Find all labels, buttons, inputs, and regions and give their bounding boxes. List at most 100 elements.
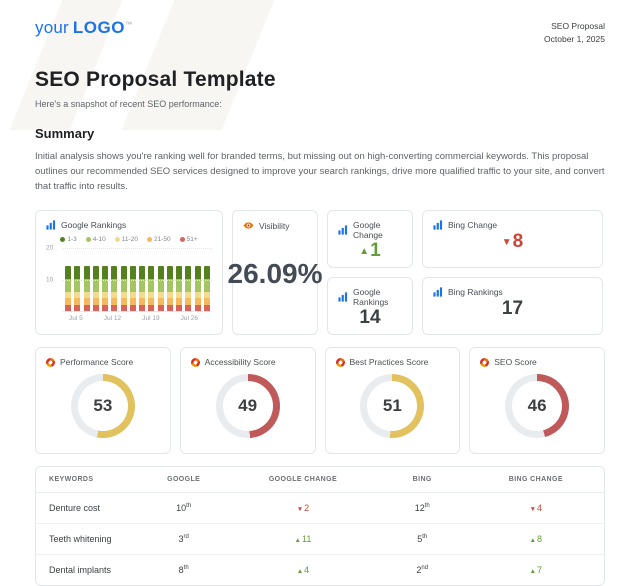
score-gauge-card: Accessibility Score 49 [179,347,316,455]
score-donut: 49 [215,373,280,438]
gauge-card-title: SEO Score [494,357,537,368]
rank-cell: 3rd [138,523,230,556]
bar-segment [129,304,136,312]
page-header: your LOGO™ SEO Proposal October 1, 2025 [35,18,605,46]
legend-item: 11-20 [114,236,138,243]
table-column-header: Keywords [36,467,139,494]
pagespeed-icon [190,357,200,367]
keywords-table: Keywords Google Google Change Bing Bing Chan… [36,467,604,585]
bing-change-header: Bing Change [433,220,592,230]
chart-legend: 1-3 4-10 11-20 21-50 51+ [46,236,212,243]
bar-segment [203,298,210,305]
bing-change-value: ▼ 8 [433,230,592,258]
rank-cell: 8th [138,555,229,586]
gridline [63,248,212,250]
bar-segment [157,298,164,305]
google-rankings-value: 14 [359,307,381,329]
change-value: ▲7 [530,565,542,575]
up-arrow-icon: ▲ [296,568,304,576]
gauge-card-title: Accessibility Score [204,357,276,368]
bar-segment [194,304,201,312]
rank-number: 12 [414,503,425,514]
bar-segment [74,266,81,280]
gauge-card-header: SEO Score [480,357,594,367]
x-axis-tick-label: Jul 19 [142,315,160,323]
bing-rankings-value: 17 [501,298,524,320]
bar-segment [102,291,109,299]
legend-item: 1-3 [60,236,77,243]
bar-segment [129,279,136,292]
stacked-bar [120,266,127,312]
bar-segment [185,279,192,292]
rank-cell: 12th [376,492,468,525]
rank-cell: 10th [138,492,230,525]
visibility-card: Visibility 26.09% [227,210,323,336]
stacked-bar [185,266,192,312]
change-number: 11 [301,534,312,545]
legend-item: 51+ [179,236,198,243]
x-axis-tick-label: Jul 5 [69,315,83,323]
change-number: 4 [304,565,310,576]
chart-card-title: Google Rankings [61,220,127,231]
pagespeed-icon [480,357,490,367]
bar-segment [148,266,155,280]
stacked-bar [102,266,109,312]
page-title: SEO Proposal Template [35,67,276,91]
table-column-header: Bing Change [467,467,604,494]
keyword-cell: Teeth whitening [36,523,139,556]
down-arrow-icon: ▼ [296,506,304,514]
rank-number: 5 [417,534,423,545]
keywords-table-head: Keywords Google Google Change Bing Bing Chan… [36,467,604,494]
table-row: Dental implants 8th ▲4 2nd ▲7 [36,555,604,586]
legend-label: 4-10 [92,236,106,244]
bar-segment [92,298,99,305]
bar-segment [74,298,81,305]
legend-item: 4-10 [85,236,106,244]
bar-segment [129,266,136,280]
stacked-bar [92,266,99,312]
stacked-bar [203,266,210,312]
up-arrow-icon: ▲ [529,568,537,576]
stacked-bar [65,266,71,312]
bar-segment [148,298,155,305]
bar-segment [83,304,90,312]
rank-number: 8 [178,565,184,576]
bar-segment [83,279,90,292]
bar-segment [139,298,146,305]
up-arrow-icon: ▲ [529,537,537,545]
bar-segment [102,279,109,292]
change-value: ▼2 [297,503,309,513]
table-column-header: Google [138,467,230,494]
change-cell: ▲4 [229,555,377,586]
bar-segment [176,279,183,292]
bar-segment [194,279,201,292]
bar-segment [148,304,155,312]
bar-segment [102,304,109,312]
bar-segment [157,266,164,280]
document-meta: SEO Proposal October 1, 2025 [544,18,605,46]
google-rankings-card: Google Rankings 14 [327,277,413,336]
rank-ordinal-suffix: th [424,503,430,510]
document-type: SEO Proposal [551,21,605,31]
visibility-header: Visibility [243,220,307,231]
legend-dot [60,237,66,243]
bar-chart-icon [338,225,348,235]
change-value: ▲8 [530,534,542,544]
table-header-row: Keywords Google Google Change Bing Bing Chan… [36,467,604,494]
bar-segment [139,266,146,280]
keywords-table-container: Keywords Google Google Change Bing Bing Chan… [35,466,605,586]
bar-segment [65,298,71,305]
gauge-wrap: 53 [46,367,160,444]
up-arrow-icon: ▲ [359,245,370,257]
score-value: 51 [367,380,418,431]
bar-segment [65,279,71,292]
page-subtitle: Here's a snapshot of recent SEO performa… [35,98,222,109]
stacked-bar [166,266,173,312]
bar-segment [166,298,173,305]
bar-segment [111,304,118,312]
bar-segment [203,304,210,312]
x-axis-tick-label: Jul 12 [103,315,122,323]
visibility-value: 26.09% [227,258,323,290]
pagespeed-icon [335,357,345,367]
